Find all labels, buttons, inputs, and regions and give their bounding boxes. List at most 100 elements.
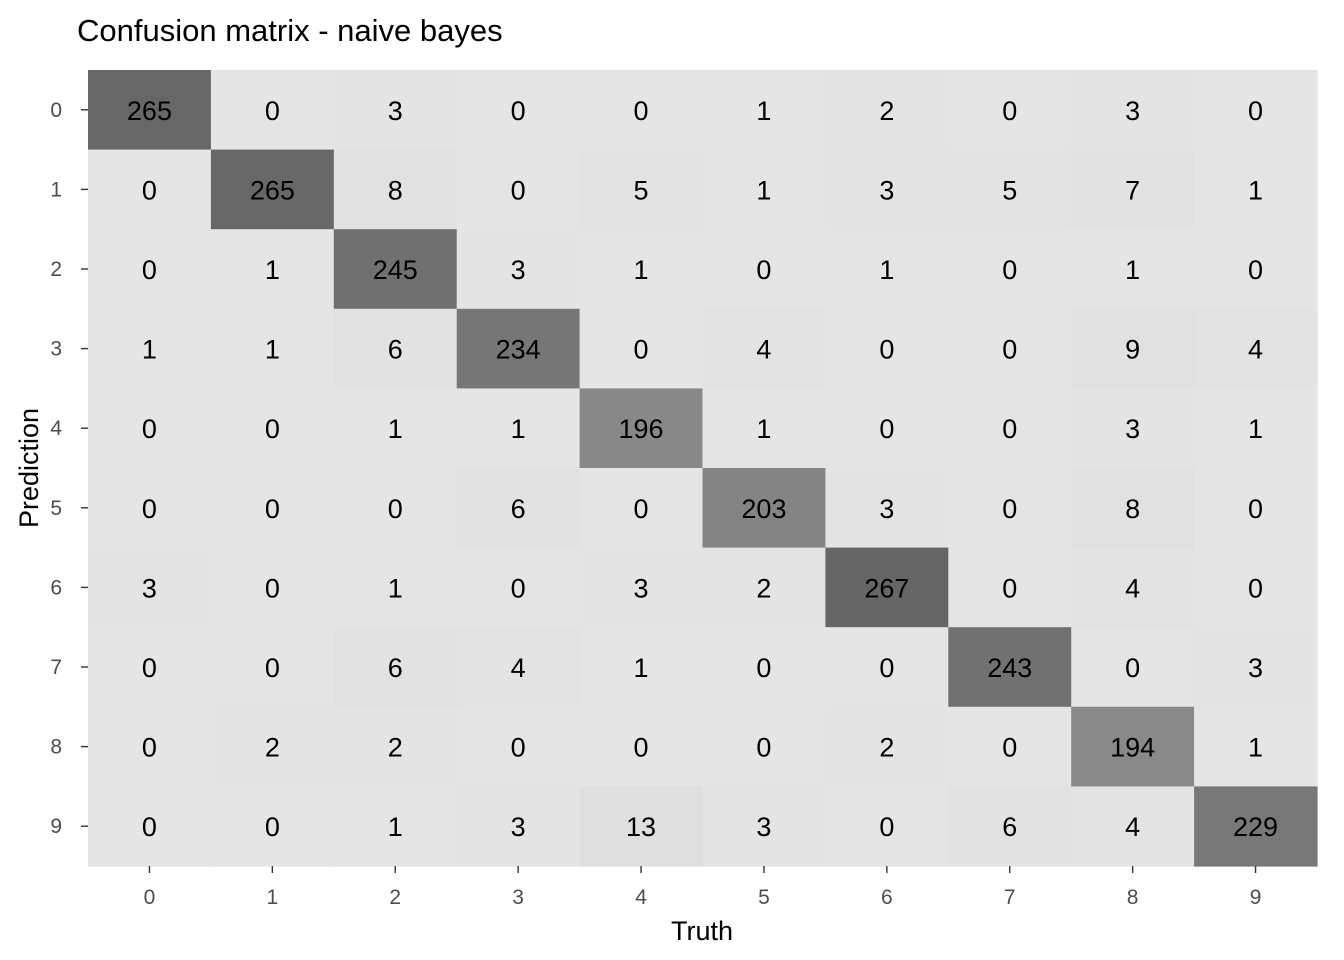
cell-value-label: 0 [265,96,280,126]
cell-value-label: 0 [634,733,649,763]
cell-value-label: 0 [879,653,894,683]
cell-value-label: 0 [756,733,771,763]
cell-value-label: 1 [756,96,771,126]
heatmap-cell [210,547,335,628]
heatmap-cell [88,308,212,389]
y-axis-title: Prediction [14,408,44,528]
cell-value-label: 203 [741,494,786,524]
heatmap-cell [825,547,949,628]
y-tick-label: 4 [50,417,62,440]
heatmap-cell [333,547,458,628]
heatmap-cell [333,388,458,469]
cell-value-label: 0 [142,653,157,683]
heatmap-cell [702,468,826,549]
cell-value-label: 3 [1248,653,1263,683]
cell-value-label: 3 [634,573,649,603]
heatmap-cell [825,229,949,310]
heatmap-cell [702,706,826,787]
cell-value-label: 6 [388,653,403,683]
heatmap-cell [333,468,458,549]
heatmap-cell [456,627,581,708]
cell-value-label: 0 [1002,733,1017,763]
cell-value-label: 243 [987,653,1032,683]
cell-value-label: 4 [1125,573,1140,603]
y-tick-label: 5 [50,497,62,520]
cell-value-label: 4 [1125,812,1140,842]
heatmap-cell [825,70,949,151]
cell-value-label: 1 [388,812,403,842]
cell-value-label: 0 [1248,573,1263,603]
heatmap-cell [210,388,335,469]
cell-value-label: 0 [511,733,526,763]
cell-value-label: 13 [626,812,656,842]
heatmap-cell [579,229,704,310]
heatmap-cell [948,308,1072,389]
heatmap-cell [456,706,581,787]
cell-value-label: 229 [1233,812,1278,842]
heatmap-cell [702,229,826,310]
cell-value-label: 265 [127,96,172,126]
heatmap-cell [1071,229,1195,310]
cell-value-label: 7 [1125,175,1140,205]
cell-value-label: 0 [265,573,280,603]
cell-value-label: 3 [1125,414,1140,444]
cell-value-label: 1 [634,653,649,683]
cell-value-label: 0 [142,494,157,524]
cell-value-label: 194 [1110,733,1155,763]
cell-value-label: 234 [496,335,541,365]
heatmap-cell [210,627,335,708]
y-tick-label: 3 [50,338,62,361]
heatmap-cell [1194,149,1318,230]
cell-value-label: 1 [265,335,280,365]
cell-value-label: 245 [373,255,418,285]
cell-value-label: 6 [1002,812,1017,842]
heatmap-cell [579,468,704,549]
heatmap-cell [825,627,949,708]
cell-value-label: 3 [511,812,526,842]
cell-value-label: 5 [634,175,649,205]
cell-value-label: 0 [879,812,894,842]
cell-value-label: 0 [1248,494,1263,524]
heatmap-cell [825,786,949,867]
cell-value-label: 0 [879,335,894,365]
heatmap-cell [333,706,458,787]
cell-value-label: 0 [265,653,280,683]
cell-value-label: 0 [142,812,157,842]
cell-value-label: 2 [388,733,403,763]
x-tick-label: 6 [881,886,893,909]
cell-value-label: 2 [265,733,280,763]
heatmap-cell [579,627,704,708]
heatmap-cell [1071,468,1195,549]
heatmap-cell [702,388,826,469]
cell-value-label: 1 [756,414,771,444]
heatmap-cell [333,229,458,310]
heatmap-cell [88,388,212,469]
x-tick-label: 3 [512,886,524,909]
heatmap-cell [948,70,1072,151]
cell-value-label: 4 [1248,335,1263,365]
x-tick-label: 7 [1004,886,1016,909]
x-tick-label: 5 [758,886,770,909]
cell-value-label: 0 [142,255,157,285]
heatmap-cell [456,468,581,549]
heatmap-cell [210,308,335,389]
y-tick-label: 6 [50,576,62,599]
y-tick-label: 7 [50,656,62,679]
cell-value-label: 0 [511,96,526,126]
heatmap-cell [1071,308,1195,389]
heatmap-cell [88,547,212,628]
heatmap-cell [1071,547,1195,628]
x-tick-label: 4 [635,886,647,909]
heatmap-cell [702,547,826,628]
x-tick-label: 9 [1250,886,1262,909]
cell-value-label: 0 [511,573,526,603]
heatmap-cell [88,786,212,867]
x-tick-label: 1 [267,886,279,909]
heatmap-cell [456,388,581,469]
heatmap-cell [948,627,1072,708]
chart-title: Confusion matrix - naive bayes [77,13,503,48]
heatmap-cell [1194,308,1318,389]
cell-value-label: 2 [756,573,771,603]
cell-value-label: 1 [265,255,280,285]
cell-value-label: 1 [1248,175,1263,205]
